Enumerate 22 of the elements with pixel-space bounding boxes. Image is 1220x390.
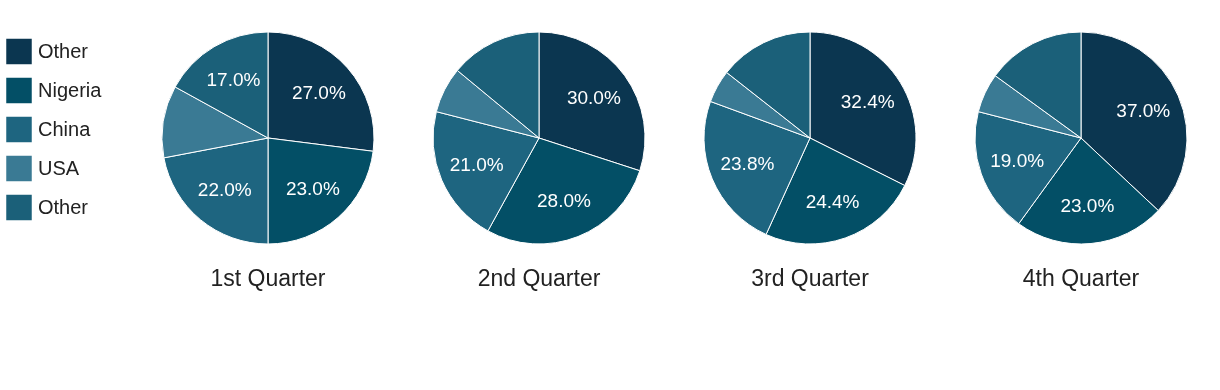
data-label: 27.0% xyxy=(291,82,346,104)
legend-label: Other xyxy=(38,39,89,62)
data-label: 22.0% xyxy=(197,179,252,201)
text: 1st Quarter xyxy=(210,265,326,291)
data-label: 37.0% xyxy=(1116,100,1171,122)
legend-label: Other xyxy=(38,195,89,218)
data-label: 28.0% xyxy=(537,190,592,212)
data-label: 30.0% xyxy=(566,87,621,109)
data-label: 23.0% xyxy=(1060,194,1115,216)
data-label: 23.0% xyxy=(285,177,340,199)
legend-label: Nigeria xyxy=(38,78,103,101)
text: 2nd Quarter xyxy=(477,265,601,291)
legend-label: China xyxy=(38,117,92,140)
text: 3rd Quarter xyxy=(751,265,870,291)
data-label: 17.0% xyxy=(206,68,261,90)
legend-label: USA xyxy=(38,156,80,179)
data-label: 21.0% xyxy=(449,153,504,175)
data-label: 19.0% xyxy=(990,149,1045,171)
data-label: 24.4% xyxy=(805,190,860,212)
data-label: 23.8% xyxy=(720,153,775,175)
data-label: 32.4% xyxy=(840,91,895,113)
text: 4th Quarter xyxy=(1022,265,1140,291)
